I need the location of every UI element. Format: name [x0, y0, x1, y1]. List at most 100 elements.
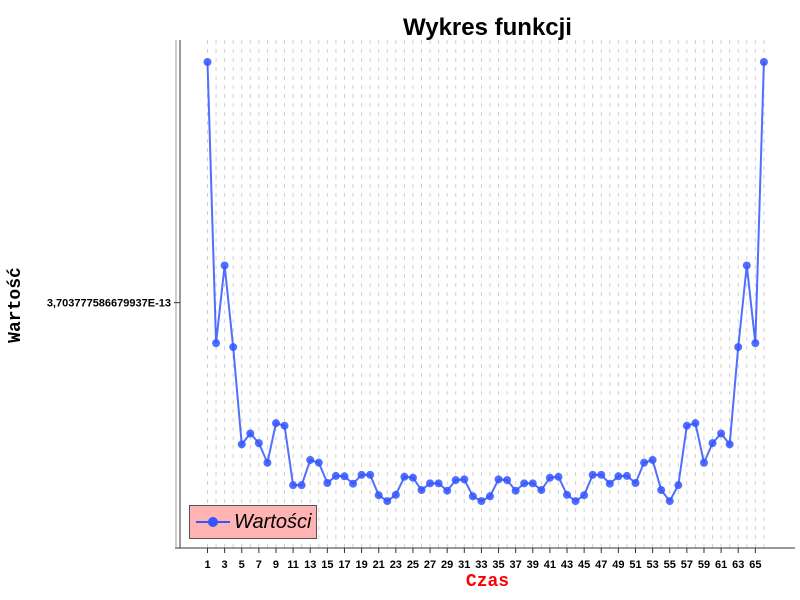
data-point: [289, 481, 298, 490]
x-tick-label: 27: [424, 559, 436, 571]
x-tick-label: 5: [239, 559, 245, 571]
data-point: [734, 343, 743, 352]
data-point: [520, 479, 529, 488]
x-tick-label: 19: [355, 559, 367, 571]
data-point: [297, 481, 306, 490]
x-tick-label: 61: [715, 559, 727, 571]
data-point: [640, 458, 649, 467]
data-point: [631, 479, 640, 488]
data-point: [699, 458, 708, 467]
data-point: [503, 476, 512, 485]
data-point: [391, 490, 400, 499]
data-point: [528, 479, 537, 488]
data-point: [708, 439, 717, 448]
data-point: [691, 419, 700, 428]
data-point: [477, 497, 486, 506]
data-point: [203, 58, 212, 66]
y-tick-label: 3,703777586679937E-13: [47, 298, 171, 310]
data-point: [451, 476, 460, 485]
data-point: [657, 486, 666, 495]
x-tick-label: 11: [287, 559, 299, 571]
data-point: [314, 458, 323, 467]
data-point: [426, 479, 435, 488]
data-point: [443, 486, 452, 495]
data-point: [588, 470, 597, 479]
data-point: [717, 429, 726, 438]
x-tick-label: 35: [492, 559, 504, 571]
axes-layer: [175, 40, 795, 549]
data-point: [271, 419, 280, 428]
data-point: [751, 339, 760, 348]
data-point: [254, 439, 263, 448]
legend: Wartości: [189, 505, 317, 539]
x-tick-label: 13: [304, 559, 316, 571]
data-point: [263, 458, 272, 467]
data-point: [742, 261, 751, 270]
x-tick-label: 21: [373, 559, 385, 571]
x-tick-label: 55: [664, 559, 676, 571]
x-tick-label: 47: [595, 559, 607, 571]
data-point: [331, 471, 340, 480]
data-point: [494, 475, 503, 484]
data-point: [563, 490, 572, 499]
data-point: [408, 473, 417, 482]
data-point: [400, 472, 409, 481]
data-point: [580, 491, 589, 500]
x-tick-label: 9: [273, 559, 279, 571]
x-tick-label: 53: [646, 559, 658, 571]
data-point: [246, 429, 255, 438]
x-tick-label: 57: [681, 559, 693, 571]
data-point: [648, 455, 657, 464]
data-point: [323, 479, 332, 488]
x-tick-label: 39: [527, 559, 539, 571]
x-tick-label: 17: [338, 559, 350, 571]
data-point: [759, 58, 768, 66]
data-point: [725, 440, 734, 449]
x-axis-label: Czas: [465, 572, 510, 592]
x-tick-label: 65: [749, 559, 761, 571]
data-point: [614, 472, 623, 481]
data-point: [545, 473, 554, 482]
data-point: [511, 486, 520, 495]
data-point: [280, 421, 289, 430]
data-point: [220, 261, 229, 270]
tick-layer: 1 3 5 7 9 11 13 15 17 19 21 23 25 27 29 31 33 35 37 39 41 43 4…: [47, 298, 762, 571]
data-point: [682, 421, 691, 430]
data-point: [349, 479, 358, 488]
x-tick-label: 43: [561, 559, 573, 571]
data-point: [306, 455, 315, 464]
x-tick-label: 3: [222, 559, 228, 571]
x-tick-label: 41: [544, 559, 556, 571]
x-tick-label: 15: [321, 559, 333, 571]
x-tick-label: 37: [510, 559, 522, 571]
data-point: [417, 486, 426, 495]
x-tick-label: 31: [458, 559, 470, 571]
data-point: [674, 481, 683, 490]
x-tick-label: 25: [407, 559, 419, 571]
x-tick-label: 29: [441, 559, 453, 571]
data-point: [357, 470, 366, 479]
data-point: [597, 470, 606, 479]
series-layer: [203, 58, 768, 506]
data-point: [554, 472, 563, 481]
data-point: [229, 343, 238, 352]
data-point: [571, 497, 580, 506]
x-tick-label: 45: [578, 559, 590, 571]
data-point: [460, 475, 469, 484]
x-tick-label: 59: [698, 559, 710, 571]
x-tick-label: 51: [629, 559, 641, 571]
legend-swatch: [196, 512, 230, 532]
x-tick-label: 23: [390, 559, 402, 571]
data-point: [340, 472, 349, 481]
series-line: [206, 61, 765, 503]
data-point: [605, 479, 614, 488]
x-tick-label: 63: [732, 559, 744, 571]
data-point: [434, 479, 443, 488]
chart-title: Wykres funkcji: [403, 14, 572, 41]
x-tick-label: 1: [204, 559, 210, 571]
data-point: [485, 492, 494, 501]
data-point: [537, 486, 546, 495]
data-point: [374, 491, 383, 500]
legend-label: Wartości: [234, 510, 312, 533]
